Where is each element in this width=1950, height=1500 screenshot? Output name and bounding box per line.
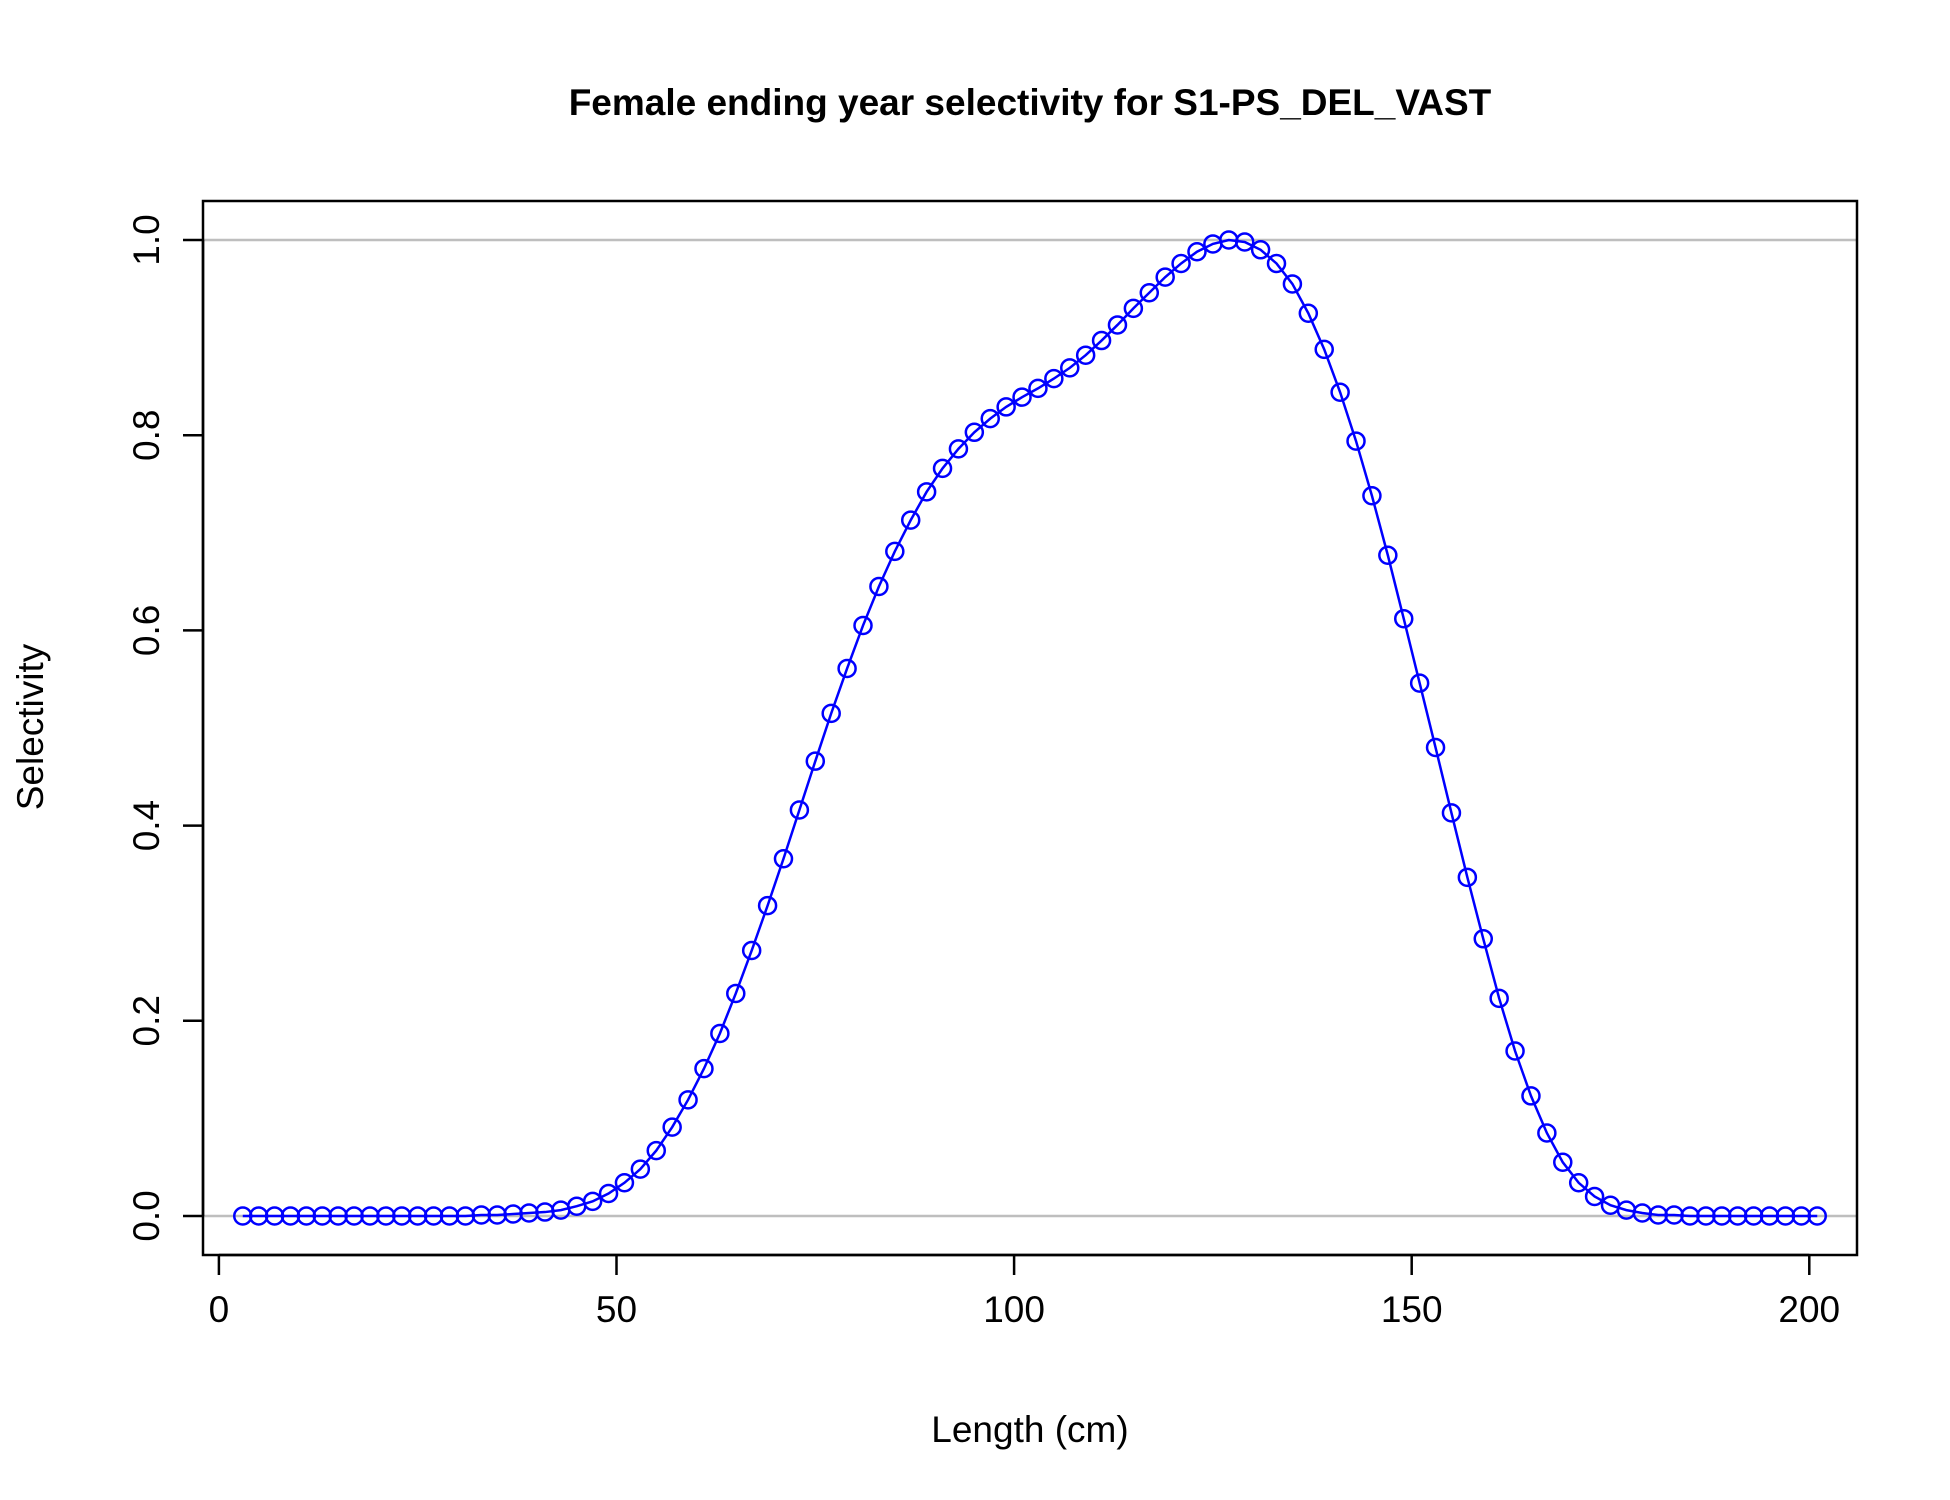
chart-title: Female ending year selectivity for S1-PS… bbox=[569, 82, 1492, 123]
data-point bbox=[1171, 253, 1191, 274]
data-point bbox=[582, 1191, 603, 1212]
data-point bbox=[1155, 267, 1175, 287]
data-point bbox=[964, 422, 985, 443]
data-point bbox=[1473, 929, 1494, 949]
data-point bbox=[694, 1058, 714, 1079]
data-point bbox=[1060, 358, 1080, 378]
y-tick-label-0: 0.0 bbox=[126, 1190, 167, 1241]
y-tick-label-1: 0.2 bbox=[126, 995, 167, 1046]
data-point bbox=[1441, 803, 1462, 823]
y-tick-label-3: 0.6 bbox=[126, 605, 167, 656]
y-tick-label-5: 1.0 bbox=[126, 214, 167, 265]
data-point bbox=[710, 1023, 730, 1044]
data-point bbox=[1266, 253, 1287, 274]
data-point bbox=[1250, 240, 1271, 260]
data-point bbox=[1075, 345, 1096, 365]
data-point bbox=[1457, 867, 1478, 888]
x-tick-label-1: 50 bbox=[596, 1289, 637, 1330]
data-point bbox=[726, 983, 746, 1004]
data-point bbox=[1346, 431, 1366, 451]
y-axis: 0.0 0.2 0.4 0.6 0.8 1.0 bbox=[126, 214, 205, 1242]
data-point bbox=[837, 658, 857, 679]
data-point bbox=[630, 1159, 651, 1179]
data-point bbox=[741, 940, 762, 961]
x-axis-label: Length (cm) bbox=[931, 1409, 1128, 1450]
data-point bbox=[1568, 1173, 1589, 1193]
data-point bbox=[1521, 1086, 1541, 1106]
data-point bbox=[789, 800, 810, 820]
series-group bbox=[233, 230, 1827, 1226]
data-point bbox=[805, 751, 826, 771]
data-point bbox=[662, 1117, 682, 1137]
data-point bbox=[1314, 339, 1334, 360]
data-point bbox=[932, 458, 953, 479]
data-point bbox=[1584, 1186, 1605, 1207]
data-point bbox=[1044, 368, 1064, 389]
y-tick-label-2: 0.4 bbox=[126, 800, 167, 851]
data-point bbox=[1362, 485, 1382, 506]
data-point bbox=[853, 615, 873, 636]
data-point bbox=[1425, 737, 1446, 758]
data-point bbox=[614, 1173, 635, 1193]
data-point bbox=[948, 439, 969, 459]
y-axis-label: Selectivity bbox=[10, 643, 51, 810]
data-point bbox=[1282, 274, 1303, 294]
data-point bbox=[869, 576, 889, 597]
data-point bbox=[757, 895, 778, 916]
data-point bbox=[1807, 1206, 1827, 1226]
data-point bbox=[598, 1183, 619, 1204]
data-point bbox=[1139, 282, 1160, 303]
data-point bbox=[646, 1140, 667, 1161]
y-tick-label-4: 0.8 bbox=[126, 410, 167, 461]
data-point bbox=[1298, 303, 1319, 323]
data-point bbox=[1091, 330, 1112, 351]
data-point bbox=[1107, 315, 1128, 335]
data-point bbox=[1187, 241, 1207, 262]
data-point bbox=[980, 408, 1000, 429]
data-point bbox=[678, 1090, 698, 1110]
x-axis: 0 50 100 150 200 bbox=[209, 1253, 1840, 1330]
data-point bbox=[1537, 1123, 1557, 1143]
data-point bbox=[1409, 673, 1430, 693]
data-point bbox=[1330, 382, 1350, 403]
data-point bbox=[996, 397, 1016, 417]
data-point bbox=[1553, 1152, 1573, 1173]
x-tick-label-2: 100 bbox=[983, 1289, 1045, 1330]
data-point bbox=[821, 703, 841, 724]
x-tick-label-0: 0 bbox=[209, 1289, 230, 1330]
data-point bbox=[1123, 298, 1144, 319]
data-point bbox=[1378, 545, 1398, 566]
data-point bbox=[773, 849, 794, 869]
x-tick-label-3: 150 bbox=[1381, 1289, 1443, 1330]
data-point bbox=[1393, 608, 1414, 629]
data-point bbox=[1489, 988, 1509, 1009]
data-point bbox=[1028, 378, 1048, 399]
data-point bbox=[1012, 387, 1032, 407]
data-point bbox=[1505, 1041, 1525, 1061]
data-point bbox=[900, 510, 921, 530]
plot-frame bbox=[201, 199, 1859, 1257]
data-point bbox=[916, 482, 937, 502]
x-tick-label-4: 200 bbox=[1778, 1289, 1840, 1330]
data-point bbox=[885, 541, 905, 562]
data-point bbox=[1234, 232, 1255, 252]
